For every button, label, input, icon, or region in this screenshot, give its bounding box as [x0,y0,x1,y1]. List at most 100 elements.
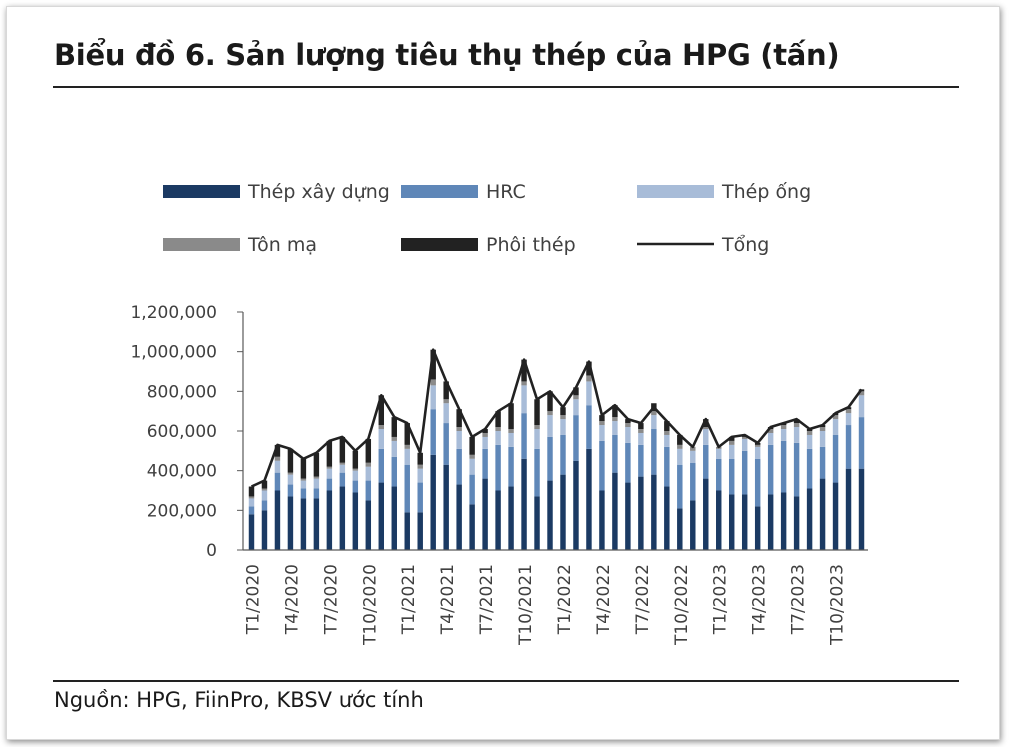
bar-segment [599,440,605,491]
bar-segment [819,478,826,550]
bar-segment [547,436,553,481]
bar-segment [300,488,307,499]
bar-segment [845,413,852,426]
bar-segment [599,421,605,426]
bar-segment [352,468,359,471]
y-tick-label: 200,000 [147,501,217,521]
bar-segment [352,492,359,550]
bar-stack [625,419,631,550]
bar-stack [793,419,800,550]
legend-swatch [637,185,714,198]
bar-segment [716,458,722,491]
bar-segment [793,419,800,424]
bar-stack [261,480,268,550]
bar-stack [456,409,462,550]
bar-segment [625,419,631,424]
x-tick-label: T7/2020 [321,564,341,635]
bar-segment [365,480,372,501]
bar-segment [339,464,346,473]
bar-segment [365,500,372,550]
bar-segment [495,427,501,431]
bar-segment [741,436,748,439]
bar-segment [365,462,372,467]
bar-segment [261,500,268,511]
bar-segment [404,512,410,550]
bar-segment [456,484,462,550]
bar-stack [716,446,722,550]
bar-segment [806,488,813,550]
bar-segment [767,494,774,550]
bar-segment [573,460,579,550]
bar-segment [677,508,683,550]
bar-segment [404,464,410,513]
bar-segment [482,432,488,437]
bar-segment [651,411,657,416]
bar-segment [573,395,579,400]
bar-segment [651,429,657,475]
bar-segment [612,405,618,418]
bar-segment [703,478,709,550]
bar-segment [845,409,852,414]
legend-swatch [401,238,478,251]
bar-segment [287,484,294,497]
bar-segment [638,432,644,445]
bar-segment [819,427,826,431]
bar-segment [365,438,372,463]
bar-segment [754,446,761,459]
bar-segment [443,423,449,465]
bar-segment [741,494,748,550]
bar-segment [300,458,307,479]
bar-segment [573,399,579,416]
legend-label: HRC [486,181,526,203]
bar-stack [819,425,826,550]
bar-segment [274,472,281,491]
bar-segment [521,359,527,382]
bar-segment [858,395,865,418]
bar-segment [638,429,644,433]
bar-segment [560,434,566,475]
bar-stack [664,421,670,550]
x-tick-label: T7/2022 [633,564,653,635]
bar-stack [832,413,839,550]
bar-segment [547,415,553,437]
bar-segment [261,480,268,489]
bar-segment [313,452,320,477]
bar-segment [612,434,618,473]
bar-stack [703,419,709,550]
x-tick-label: T1/2022 [555,564,575,635]
bar-segment [690,462,696,501]
bar-segment [858,468,865,550]
bar-segment [508,403,514,430]
y-tick-label: 1,200,000 [130,303,217,323]
bar-stack [352,450,359,550]
chart-title: Biểu đồ 6. Sản lượng tiêu thụ thép của H… [54,38,840,72]
bar-segment [287,448,294,473]
bar-segment [469,436,475,455]
bar-segment [378,448,385,483]
bar-segment [248,506,255,515]
bar-segment [845,425,852,469]
bar-segment [767,432,774,445]
bar-segment [690,450,696,463]
bar-segment [521,458,527,550]
bar-segment [261,490,268,501]
bar-segment [638,476,644,550]
bar-segment [560,419,566,435]
bar-segment [728,436,735,441]
bar-segment [586,375,592,382]
bar-segment [845,468,852,550]
bar-segment [767,444,774,495]
bar-stack [482,429,488,550]
bar-segment [313,488,320,499]
bar-segment [728,444,735,459]
bar-segment [417,468,423,483]
bar-segment [274,490,281,550]
x-tick-label: T10/2021 [516,564,536,646]
bar-segment [378,395,385,426]
bar-stack [845,407,852,550]
bar-segment [521,381,527,386]
bar-segment [612,472,618,550]
bar-segment [417,452,423,465]
bar-segment [339,436,346,463]
bar-segment [703,429,709,445]
